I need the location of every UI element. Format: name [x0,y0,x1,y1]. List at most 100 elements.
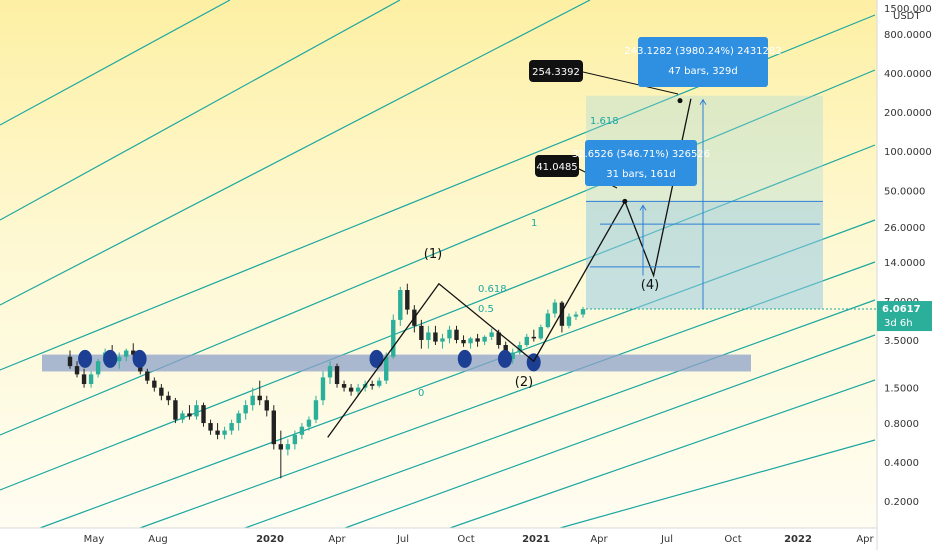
candle-body [320,377,326,401]
candle-body [538,327,544,339]
candle [391,314,396,359]
candle-body [74,366,80,375]
touch-point [497,349,512,368]
candle-body [327,366,333,378]
candle-body [292,434,298,445]
touch-point [78,349,93,368]
candle [398,286,403,326]
candle-body [222,430,227,435]
x-tick-label: Jul [660,534,673,545]
candle-body [496,332,501,346]
candle [215,423,220,440]
y-tick-label: 0.8000 [884,419,919,430]
x-tick-label: Jul [396,534,409,545]
candle-body [88,374,94,385]
candle-body [124,350,129,357]
candle-body [313,400,319,420]
wave-path [327,98,692,438]
wave-label: (2) [515,375,533,390]
price-callout-text: 254.3392 [532,67,580,78]
candle [355,384,361,396]
candle-body [243,405,248,414]
candle [566,313,572,329]
fib-label: 0 [418,388,424,399]
candle [88,371,94,388]
candle-body [152,380,157,388]
candle [461,335,466,347]
candle-body [264,400,269,411]
candle [573,311,579,320]
current-price-text: 6.0617 [882,304,921,315]
candle-body [447,329,452,339]
y-tick-label: 1500.0000 [884,4,932,15]
candle-body [271,410,276,445]
candle [559,300,565,333]
candle [180,410,185,424]
candle-body [285,444,291,450]
candle [285,439,291,456]
channel-line [0,144,876,491]
wave3-point [622,198,628,204]
candle [440,333,445,349]
x-tick-label: Apr [328,534,346,545]
channel-line [0,0,591,306]
candle [208,419,213,435]
candle [384,352,389,385]
x-tick-label: 2021 [522,534,550,545]
candle [152,377,157,392]
touch-point [457,349,472,368]
candle-body [391,319,396,357]
candle [124,348,129,362]
candle-body [573,314,579,317]
candle-body [384,356,389,381]
candle-body [348,387,354,392]
candle [454,325,459,344]
measure-arrowhead [699,98,707,105]
candle [173,397,178,424]
x-tick-label: Oct [457,534,474,545]
touch-point [369,349,384,368]
candle-body [236,413,241,424]
x-tick-label: 2022 [784,534,812,545]
support-zone [42,354,751,372]
candle-body [208,423,213,431]
candle-body [559,302,565,326]
candle [538,324,544,340]
candle-body [566,316,572,326]
y-tick-label: 200.0000 [884,108,932,119]
candle-body [81,374,87,385]
candle-body [201,405,206,424]
channel-line [449,379,876,529]
measure-box [638,37,768,87]
fib-label: 1.618 [590,116,619,127]
candle [250,387,255,411]
candle [419,319,424,349]
candle-body [552,302,558,314]
channel-line [559,439,876,529]
candle [278,430,284,479]
candle [405,283,410,315]
candle [327,361,333,385]
candle-body [341,384,347,388]
y-tick-label: 1.5000 [884,384,919,395]
measure-box-line2: 47 bars, 329d [668,66,738,77]
candle [433,325,438,346]
candle [159,384,164,401]
candle-body [334,366,340,385]
candle [531,329,537,342]
candle [313,395,319,424]
candle-body [67,356,73,367]
candle [510,348,515,364]
channel-line [139,261,876,529]
candle-body [545,313,551,328]
candle [299,423,305,440]
price-callout [529,60,583,82]
candle [489,328,494,340]
wave5-anchor-point [677,98,683,104]
candle [292,430,298,450]
y-tick-label: 0.2000 [884,497,919,508]
candle-body [299,426,305,435]
measure-box-line1: 32.6526 (546.71%) 326526 [572,149,710,160]
y-tick-label: 26.0000 [884,223,925,234]
candle-body [159,387,164,396]
